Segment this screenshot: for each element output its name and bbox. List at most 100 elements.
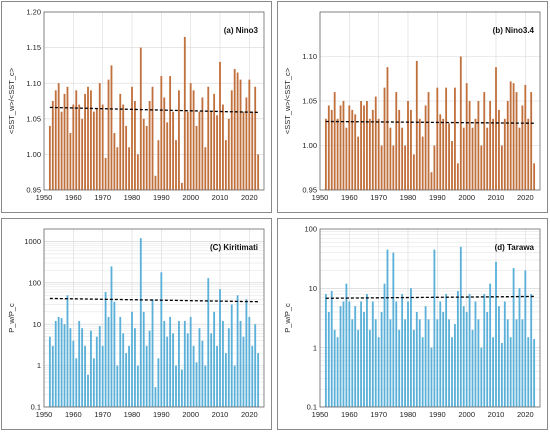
bar — [468, 294, 471, 407]
panel-label: (b) Nino3.4 — [493, 26, 535, 35]
bar — [54, 320, 57, 407]
bar — [354, 306, 357, 407]
bar — [186, 111, 189, 190]
bar — [404, 145, 406, 190]
y-tick-label: 1.00 — [302, 141, 317, 150]
bar — [421, 337, 424, 407]
bar — [69, 328, 72, 407]
bar — [201, 97, 204, 190]
bar — [125, 125, 128, 190]
bar — [122, 333, 125, 407]
bar — [110, 266, 113, 407]
bar — [433, 249, 436, 407]
bar — [145, 345, 148, 407]
bar — [90, 90, 92, 190]
x-tick-label: 1970 — [370, 193, 387, 202]
bar — [78, 320, 81, 407]
bar — [189, 83, 192, 190]
bar — [219, 61, 221, 191]
bar — [239, 320, 242, 407]
bar — [160, 272, 163, 407]
x-tick-label: 2020 — [241, 193, 258, 202]
bar — [454, 324, 456, 407]
bar — [219, 289, 221, 407]
bar — [163, 320, 166, 407]
bar — [445, 294, 448, 407]
bar — [175, 140, 177, 190]
bar — [204, 365, 207, 407]
x-tick-label: 2020 — [241, 410, 258, 419]
bar — [163, 97, 166, 190]
chart-panel-kiritimati: 0.1 1 10 100 1000 1950 1960 1970 1980 1990 2000 201… — [1, 218, 272, 430]
bar — [430, 172, 433, 190]
bar — [498, 306, 500, 407]
plot-frame — [319, 228, 541, 408]
bar — [207, 278, 210, 407]
x-tick-label: 1960 — [341, 410, 358, 419]
bar — [477, 319, 480, 407]
bar — [363, 105, 365, 190]
bar — [60, 111, 63, 190]
bar — [465, 83, 468, 190]
bar — [439, 114, 442, 190]
y-tick-label: 1 — [313, 343, 317, 352]
bar — [524, 84, 527, 190]
gridlines — [43, 228, 264, 408]
bar — [134, 328, 136, 407]
x-tick-label: 1950 — [36, 410, 53, 419]
y-tick-label: 1.05 — [302, 97, 317, 106]
bar — [178, 90, 180, 190]
bar — [368, 118, 371, 190]
bar — [254, 86, 257, 190]
y-axis-label: <SST_w>/<SST_c> — [283, 67, 292, 134]
x-tick-label: 1980 — [400, 193, 417, 202]
bar — [412, 154, 415, 190]
plot-frame — [319, 11, 541, 191]
bar — [75, 358, 78, 407]
x-tick-label: 2000 — [182, 410, 199, 419]
bar — [401, 294, 404, 407]
bar — [433, 145, 436, 190]
bar — [84, 345, 86, 407]
bar — [101, 104, 104, 190]
bar — [119, 316, 122, 407]
bar — [192, 345, 195, 407]
bar — [412, 329, 415, 407]
bar — [442, 118, 445, 190]
bar — [104, 292, 107, 407]
bar — [119, 93, 122, 190]
bar — [471, 329, 474, 407]
bar — [430, 347, 433, 407]
bar — [257, 353, 260, 407]
bar — [134, 101, 136, 190]
x-tick-label: 1970 — [370, 410, 387, 419]
bar — [483, 92, 486, 190]
bar — [468, 101, 471, 190]
bar — [195, 362, 198, 407]
x-tick-label: 1980 — [124, 410, 141, 419]
bar — [213, 93, 216, 190]
x-tick-label: 1970 — [94, 410, 111, 419]
bar — [92, 111, 95, 190]
bar — [477, 101, 480, 190]
bar — [380, 311, 383, 407]
bar — [424, 306, 427, 407]
y-tick-label: 1000 — [24, 237, 41, 246]
bar — [339, 105, 342, 190]
bar — [512, 268, 515, 407]
bar — [503, 118, 506, 190]
bar — [248, 316, 251, 407]
x-tick-label: 1970 — [94, 193, 111, 202]
bar — [518, 127, 521, 190]
bar — [506, 101, 509, 190]
bar — [327, 105, 330, 190]
bar — [506, 319, 509, 407]
trend-line — [325, 120, 535, 124]
y-tick-label: 100 — [304, 225, 317, 234]
bar — [172, 111, 174, 190]
bar — [160, 76, 163, 190]
bar — [324, 294, 327, 407]
bar — [451, 337, 453, 407]
bar — [407, 101, 409, 190]
x-tick-label: 1980 — [400, 410, 417, 419]
